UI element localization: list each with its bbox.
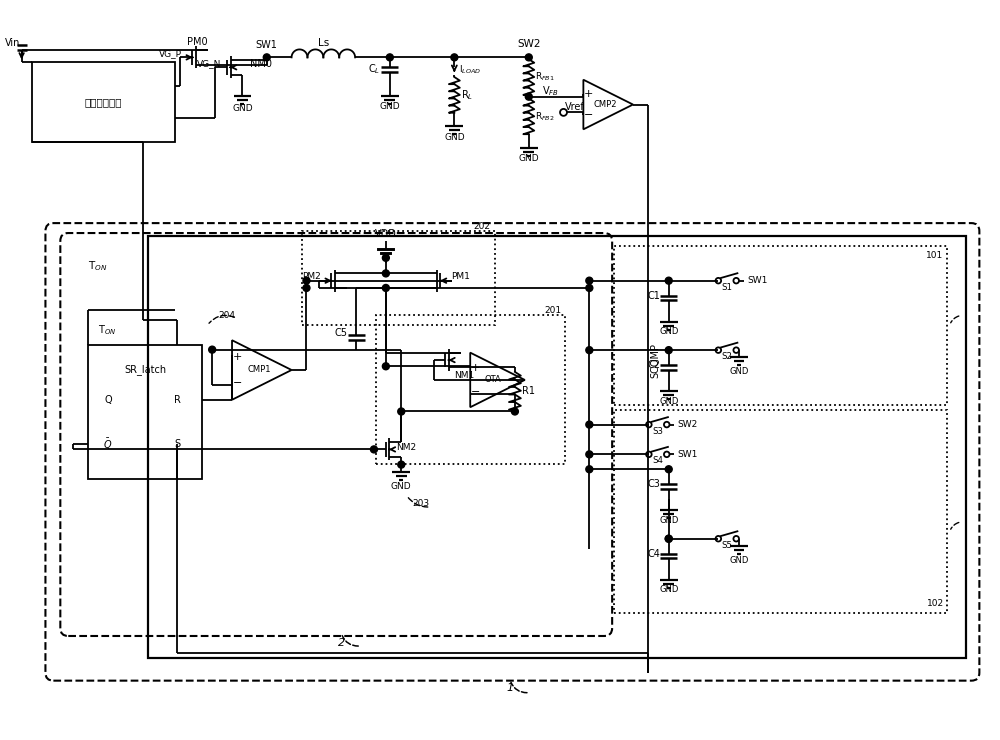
Circle shape <box>263 54 270 61</box>
Circle shape <box>303 278 310 284</box>
Text: GND: GND <box>729 368 749 377</box>
Text: S3: S3 <box>652 426 663 436</box>
Circle shape <box>665 346 672 354</box>
Text: −: − <box>584 110 593 121</box>
Text: GND: GND <box>391 482 412 491</box>
Text: +: + <box>584 89 593 98</box>
Text: GND: GND <box>659 327 678 336</box>
Text: SW1: SW1 <box>747 276 767 285</box>
Circle shape <box>398 461 405 468</box>
Text: I$_{LOAD}$: I$_{LOAD}$ <box>459 63 481 75</box>
Text: Ls: Ls <box>318 38 329 48</box>
Text: SW2: SW2 <box>517 39 541 50</box>
Circle shape <box>382 255 389 261</box>
Circle shape <box>586 278 593 284</box>
Text: C4: C4 <box>647 548 660 559</box>
Text: SW1: SW1 <box>677 450 698 459</box>
Circle shape <box>398 408 405 415</box>
Text: +: + <box>471 363 480 373</box>
Circle shape <box>382 363 389 370</box>
Text: GND: GND <box>380 102 400 112</box>
Text: VG_N: VG_N <box>197 58 221 68</box>
Text: PM1: PM1 <box>451 272 470 281</box>
Text: VDD: VDD <box>375 229 397 239</box>
Text: PM2: PM2 <box>302 272 321 281</box>
Text: SR_latch: SR_latch <box>124 365 166 375</box>
Text: 203: 203 <box>412 500 429 508</box>
Text: SW2: SW2 <box>677 420 698 429</box>
Text: S: S <box>174 440 181 449</box>
Circle shape <box>525 54 532 61</box>
Circle shape <box>665 278 672 284</box>
Text: V$_{FB}$: V$_{FB}$ <box>542 84 559 98</box>
Text: −: − <box>233 378 242 388</box>
Circle shape <box>382 270 389 277</box>
Text: R1: R1 <box>522 386 535 396</box>
Text: NM1: NM1 <box>454 371 474 380</box>
Circle shape <box>386 54 393 61</box>
Text: 201: 201 <box>544 306 562 315</box>
Circle shape <box>370 446 377 453</box>
Text: 101: 101 <box>926 251 944 260</box>
Text: R: R <box>174 394 181 405</box>
Text: Q: Q <box>104 394 112 405</box>
Text: GND: GND <box>659 397 678 406</box>
Text: GND: GND <box>518 155 539 164</box>
Text: S5: S5 <box>722 541 733 550</box>
Circle shape <box>665 465 672 473</box>
Text: S4: S4 <box>652 457 663 465</box>
Text: 2: 2 <box>338 638 345 648</box>
Text: VG_P: VG_P <box>159 49 182 58</box>
Text: OTA: OTA <box>485 375 502 384</box>
Circle shape <box>525 93 532 100</box>
Text: Vin: Vin <box>5 38 20 48</box>
Text: 死区时间电路: 死区时间电路 <box>85 97 122 107</box>
Circle shape <box>209 346 216 353</box>
Text: C1: C1 <box>647 291 660 300</box>
Text: S2: S2 <box>722 352 733 361</box>
Text: NM2: NM2 <box>396 443 416 452</box>
Text: $\bar{Q}$: $\bar{Q}$ <box>103 437 113 452</box>
Text: Vref: Vref <box>565 102 584 112</box>
Text: T$_{ON}$: T$_{ON}$ <box>98 323 116 337</box>
Text: −: − <box>471 387 480 397</box>
Circle shape <box>511 408 518 415</box>
Text: PM0: PM0 <box>187 38 208 47</box>
Text: CMP2: CMP2 <box>594 100 617 109</box>
Circle shape <box>665 535 672 542</box>
Text: S1: S1 <box>722 283 733 292</box>
Text: GND: GND <box>659 585 678 594</box>
Circle shape <box>586 346 593 354</box>
Text: GND: GND <box>444 133 465 142</box>
Text: R$_L$: R$_L$ <box>461 88 473 102</box>
Text: 202: 202 <box>473 221 490 231</box>
Text: SW1: SW1 <box>256 41 278 50</box>
Text: 102: 102 <box>927 599 944 608</box>
Text: SCOMP: SCOMP <box>651 343 661 377</box>
Text: C3: C3 <box>647 479 660 489</box>
Circle shape <box>451 54 458 61</box>
Circle shape <box>586 284 593 292</box>
Text: +: + <box>233 352 242 362</box>
Text: R$_{FB1}$: R$_{FB1}$ <box>535 71 555 84</box>
Text: 204: 204 <box>219 311 236 320</box>
Text: C5: C5 <box>335 329 348 338</box>
Text: NM0: NM0 <box>250 59 272 70</box>
Circle shape <box>665 535 672 542</box>
Text: GND: GND <box>659 516 678 525</box>
Text: R$_{FB2}$: R$_{FB2}$ <box>535 110 555 123</box>
Text: GND: GND <box>729 556 749 565</box>
Text: GND: GND <box>232 104 253 112</box>
Text: T$_{ON}$: T$_{ON}$ <box>88 259 108 272</box>
Text: C$_L$: C$_L$ <box>368 62 380 76</box>
Text: C2: C2 <box>647 360 660 370</box>
Circle shape <box>586 451 593 458</box>
Circle shape <box>382 284 389 292</box>
Circle shape <box>586 465 593 473</box>
Text: CMP1: CMP1 <box>247 366 271 374</box>
Circle shape <box>303 284 310 292</box>
Circle shape <box>586 421 593 428</box>
Text: 1: 1 <box>506 682 513 693</box>
